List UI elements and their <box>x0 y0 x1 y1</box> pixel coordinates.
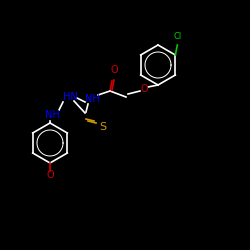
Text: O: O <box>110 65 118 75</box>
Text: NH: NH <box>44 110 60 120</box>
Text: NH: NH <box>84 94 100 104</box>
Text: Cl: Cl <box>173 32 182 41</box>
Text: O: O <box>140 84 148 94</box>
Text: S: S <box>100 122 106 132</box>
Text: O: O <box>46 170 54 180</box>
Text: HN: HN <box>62 92 78 102</box>
